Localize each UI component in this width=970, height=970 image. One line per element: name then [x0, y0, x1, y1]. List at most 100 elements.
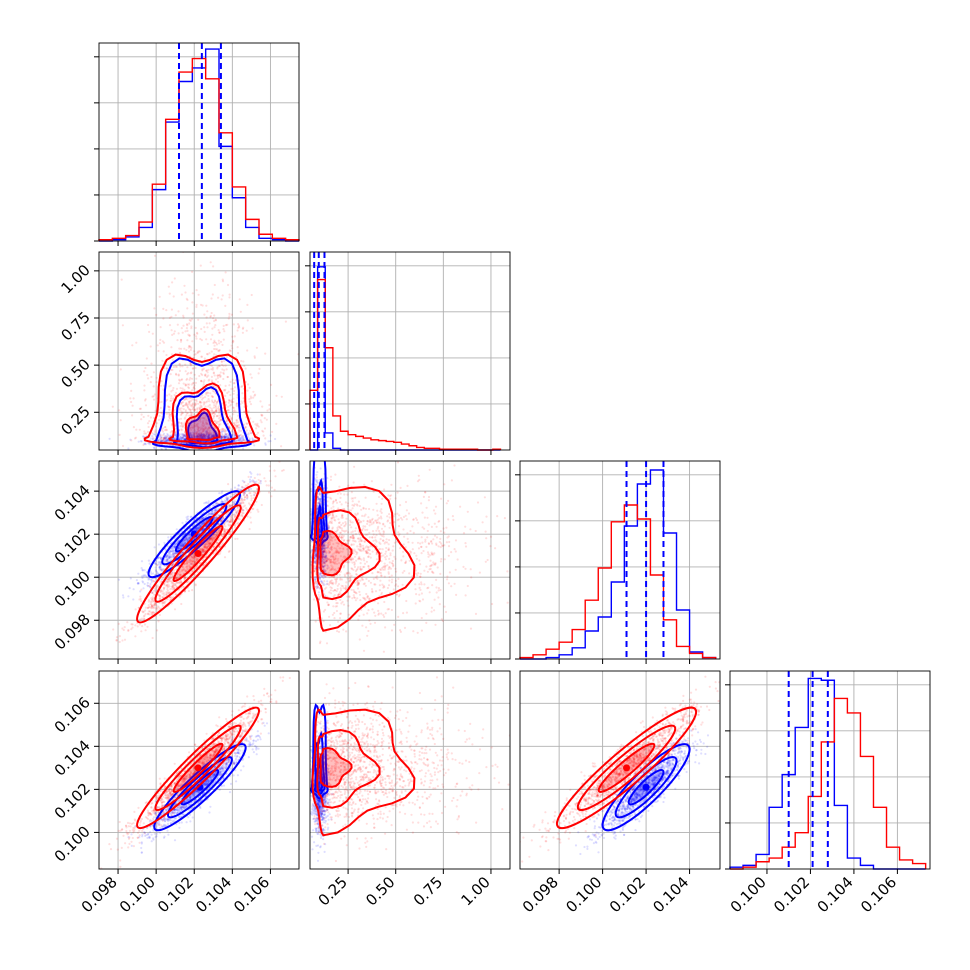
sample-point-series_b [207, 513, 210, 516]
sample-point-series_b [149, 571, 152, 574]
sample-point-series_b [202, 433, 205, 436]
sample-point-series_a [192, 367, 195, 370]
sample-point-series_b [183, 540, 186, 544]
sample-point-series_b [166, 436, 169, 439]
sample-point-series_a [152, 385, 155, 388]
sample-point-series_b [197, 525, 201, 528]
sample-point-series_a [144, 366, 147, 370]
sample-point-series_a [164, 425, 167, 429]
sample-point-series_a [211, 368, 214, 371]
sample-point-series_b [181, 534, 185, 537]
sample-point-series_a [189, 364, 193, 367]
sample-point-series_a [206, 431, 209, 434]
sample-point-series_b [146, 581, 149, 585]
sample-point-series_a [186, 329, 189, 332]
sample-point-series_a [196, 351, 199, 355]
sample-point-series_b [224, 436, 227, 439]
sample-point-series_b [218, 492, 221, 495]
sample-point-series_a [170, 329, 173, 332]
sample-point-series_b [232, 440, 235, 443]
sample-point-series_a [212, 417, 215, 420]
sample-point-series_a [183, 423, 186, 427]
sample-point-series_a [213, 411, 216, 414]
sample-point-series_a [268, 408, 271, 411]
sample-point-series_a [225, 355, 228, 358]
sample-point-series_b [142, 435, 145, 438]
sample-point-series_a [228, 293, 231, 296]
sample-point-series_b [239, 439, 242, 443]
sample-point-series_a [180, 327, 183, 330]
sample-point-series_a [182, 411, 185, 414]
sample-point-series_b [197, 439, 200, 443]
sample-point-series_b [193, 433, 196, 437]
sample-point-series_a [221, 368, 224, 371]
sample-point-series_a [180, 293, 183, 296]
sample-point-series_b [177, 564, 180, 567]
sample-point-series_b [206, 430, 209, 433]
sample-point-series_b [232, 440, 235, 443]
sample-point-series_b [231, 433, 234, 436]
sample-point-series_a [167, 405, 170, 408]
sample-point-series_b [214, 509, 217, 512]
sample-point-series_a [120, 278, 123, 281]
sample-point-series_a [217, 249, 219, 251]
sample-point-series_b [251, 437, 254, 440]
sample-point-series_a [144, 398, 147, 401]
sample-point-series_b [196, 432, 199, 435]
sample-point-series_b [242, 437, 245, 440]
sample-point-series_a [190, 327, 193, 330]
sample-point-series_a [135, 341, 138, 344]
sample-point-series_a [275, 394, 278, 397]
sample-point-series_a [196, 424, 199, 428]
sample-point-series_a [202, 403, 205, 406]
sample-point-series_a [258, 367, 261, 370]
sample-point-series_a [271, 430, 274, 433]
sample-point-series_a [218, 411, 221, 414]
sample-point-series_a [158, 342, 161, 345]
sample-point-series_a [170, 395, 173, 398]
sample-point-series_a [193, 433, 196, 436]
sample-point-series_b [184, 442, 187, 445]
sample-point-series_b [204, 544, 207, 547]
sample-point-series_a [203, 423, 206, 426]
sample-point-series_a [212, 317, 215, 320]
sample-point-series_a [243, 410, 246, 413]
sample-point-series_a [222, 436, 225, 439]
sample-point-series_a [219, 340, 223, 343]
sample-point-series_a [212, 401, 216, 404]
sample-point-series_a [168, 316, 171, 319]
sample-point-series_b [191, 434, 194, 437]
sample-point-series_a [207, 427, 210, 430]
sample-point-series_a [182, 404, 185, 408]
sample-point-series_a [208, 426, 211, 429]
sample-point-series_a [257, 510, 260, 513]
sample-point-series_a [245, 507, 248, 510]
sample-point-series_a [232, 513, 235, 517]
sample-point-series_a [215, 410, 218, 413]
sample-point-series_a [184, 409, 187, 412]
sample-point-series_a [159, 590, 162, 594]
sample-point-series_a [245, 422, 248, 425]
histogram-series-b [310, 266, 501, 451]
sample-point-series_a [254, 393, 257, 396]
sample-point-series_a [203, 434, 206, 437]
sample-point-series_a [255, 433, 258, 436]
sample-point-series_b [223, 435, 226, 438]
sample-point-series_b [136, 582, 139, 585]
sample-point-series_a [238, 430, 241, 433]
sample-point-series_b [237, 437, 241, 440]
sample-point-series_a [213, 404, 216, 407]
panel-frame [729, 670, 931, 870]
sample-point-series_b [140, 440, 143, 443]
sample-point-series_b [209, 435, 212, 439]
sample-point-series_a [223, 389, 226, 392]
sample-point-series_a [203, 402, 206, 405]
sample-point-series_a [230, 387, 233, 391]
sample-point-series_b [162, 436, 165, 439]
sample-point-series_a [221, 280, 225, 283]
sample-point-series_b [197, 527, 200, 530]
sample-point-series_a [197, 435, 201, 438]
sample-point-series_a [188, 378, 191, 381]
sample-point-series_a [180, 422, 183, 425]
sample-point-series_a [212, 406, 215, 409]
